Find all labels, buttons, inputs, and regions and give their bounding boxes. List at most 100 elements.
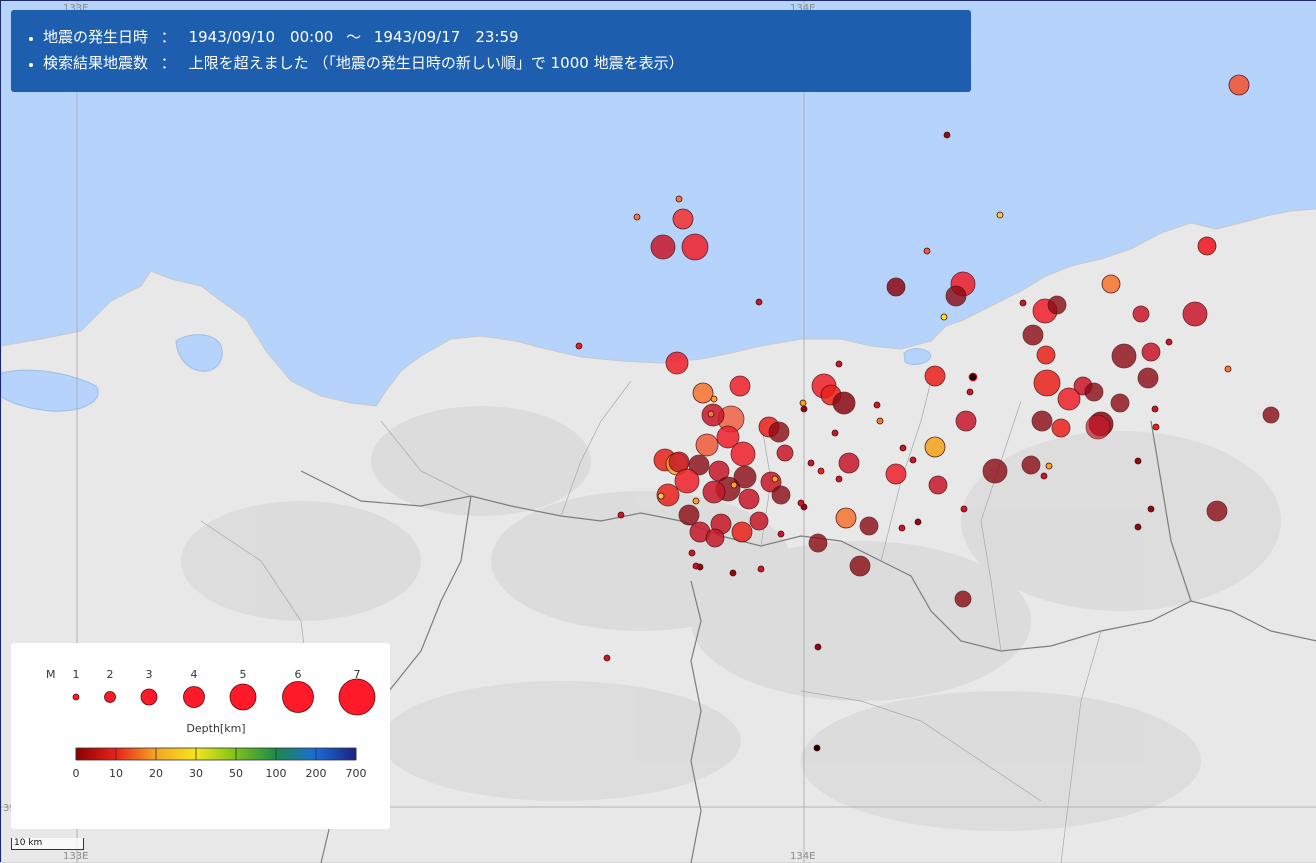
quake-marker[interactable] — [692, 382, 714, 404]
quake-marker[interactable] — [924, 436, 946, 458]
quake-marker[interactable] — [1137, 367, 1159, 389]
quake-marker[interactable] — [729, 569, 737, 577]
quake-marker[interactable] — [688, 549, 696, 557]
quake-marker[interactable] — [1040, 472, 1048, 480]
quake-marker[interactable] — [633, 213, 641, 221]
quake-marker[interactable] — [800, 405, 808, 413]
quake-marker[interactable] — [1197, 236, 1217, 256]
quake-marker[interactable] — [1019, 299, 1027, 307]
quake-marker[interactable] — [675, 195, 683, 203]
quake-marker[interactable] — [1151, 405, 1159, 413]
quake-marker[interactable] — [813, 744, 821, 752]
quake-marker[interactable] — [799, 399, 807, 407]
quake-marker[interactable] — [831, 429, 839, 437]
quake-marker[interactable] — [1051, 418, 1071, 438]
quake-marker[interactable] — [672, 208, 694, 230]
quake-marker[interactable] — [960, 505, 968, 513]
quake-marker[interactable] — [1228, 74, 1250, 96]
quake-marker[interactable] — [797, 499, 805, 507]
quake-marker[interactable] — [681, 233, 709, 261]
quake-marker[interactable] — [1022, 324, 1044, 346]
quake-marker[interactable] — [1134, 523, 1142, 531]
quake-marker[interactable] — [849, 555, 871, 577]
quake-marker[interactable] — [859, 516, 879, 536]
quake-marker[interactable] — [1132, 305, 1150, 323]
quake-marker[interactable] — [909, 456, 917, 464]
quake-marker[interactable] — [656, 483, 680, 507]
quake-marker[interactable] — [885, 463, 907, 485]
quake-marker[interactable] — [738, 488, 760, 510]
quake-marker[interactable] — [688, 454, 710, 476]
quake-marker[interactable] — [928, 475, 948, 495]
quake-marker[interactable] — [954, 590, 972, 608]
quake-marker[interactable] — [1165, 338, 1173, 346]
quake-marker[interactable] — [749, 511, 769, 531]
quake-marker[interactable] — [696, 563, 704, 571]
quake-marker[interactable] — [776, 444, 794, 462]
quake-marker[interactable] — [898, 524, 906, 532]
quake-marker[interactable] — [716, 425, 740, 449]
quake-marker[interactable] — [575, 342, 583, 350]
quake-marker[interactable] — [914, 518, 922, 526]
quake-marker[interactable] — [808, 533, 828, 553]
quake-marker[interactable] — [730, 441, 756, 467]
quake-marker[interactable] — [835, 475, 843, 483]
quake-marker[interactable] — [755, 298, 763, 306]
quake-marker[interactable] — [876, 417, 884, 425]
quake-marker[interactable] — [1152, 423, 1160, 431]
quake-marker[interactable] — [1101, 274, 1121, 294]
quake-marker[interactable] — [923, 247, 931, 255]
quake-marker[interactable] — [731, 521, 753, 543]
quake-marker[interactable] — [966, 388, 974, 396]
quake-marker[interactable] — [1110, 393, 1130, 413]
quake-marker[interactable] — [707, 410, 715, 418]
quake-marker[interactable] — [657, 492, 665, 500]
earthquake-markers[interactable] — [575, 74, 1280, 752]
quake-marker[interactable] — [665, 351, 689, 375]
quake-marker[interactable] — [1057, 387, 1081, 411]
quake-marker[interactable] — [817, 467, 825, 475]
quake-marker[interactable] — [603, 654, 611, 662]
quake-marker[interactable] — [1031, 410, 1053, 432]
quake-marker[interactable] — [1045, 462, 1053, 470]
quake-marker[interactable] — [650, 234, 676, 260]
quake-marker[interactable] — [1111, 343, 1137, 369]
quake-marker[interactable] — [1084, 382, 1104, 402]
quake-marker[interactable] — [924, 365, 946, 387]
quake-marker[interactable] — [814, 643, 822, 651]
quake-marker[interactable] — [835, 360, 843, 368]
quake-marker[interactable] — [899, 444, 907, 452]
quake-marker[interactable] — [838, 452, 860, 474]
quake-marker[interactable] — [777, 530, 785, 538]
quake-marker[interactable] — [678, 504, 700, 526]
quake-marker[interactable] — [832, 391, 856, 415]
quake-marker[interactable] — [771, 475, 779, 483]
quake-marker[interactable] — [835, 507, 857, 529]
quake-marker[interactable] — [982, 458, 1008, 484]
quake-marker[interactable] — [1033, 369, 1061, 397]
quake-marker[interactable] — [1134, 457, 1142, 465]
quake-marker[interactable] — [968, 372, 978, 382]
quake-marker[interactable] — [807, 459, 815, 467]
quake-marker[interactable] — [1262, 406, 1280, 424]
quake-marker[interactable] — [692, 497, 700, 505]
quake-marker[interactable] — [1036, 345, 1056, 365]
quake-marker[interactable] — [886, 277, 906, 297]
quake-marker[interactable] — [1224, 365, 1232, 373]
quake-marker[interactable] — [705, 528, 725, 548]
quake-marker[interactable] — [695, 433, 719, 457]
quake-marker[interactable] — [1021, 455, 1041, 475]
quake-marker[interactable] — [730, 481, 738, 489]
quake-marker[interactable] — [1206, 500, 1228, 522]
quake-marker[interactable] — [1182, 301, 1208, 327]
quake-marker[interactable] — [955, 410, 977, 432]
quake-marker[interactable] — [1147, 505, 1155, 513]
quake-marker[interactable] — [710, 395, 718, 403]
quake-marker[interactable] — [1085, 414, 1111, 440]
quake-marker[interactable] — [940, 313, 948, 321]
quake-marker[interactable] — [729, 375, 751, 397]
quake-marker[interactable] — [757, 565, 765, 573]
quake-marker[interactable] — [768, 421, 790, 443]
quake-marker[interactable] — [733, 465, 757, 489]
quake-marker[interactable] — [617, 511, 625, 519]
